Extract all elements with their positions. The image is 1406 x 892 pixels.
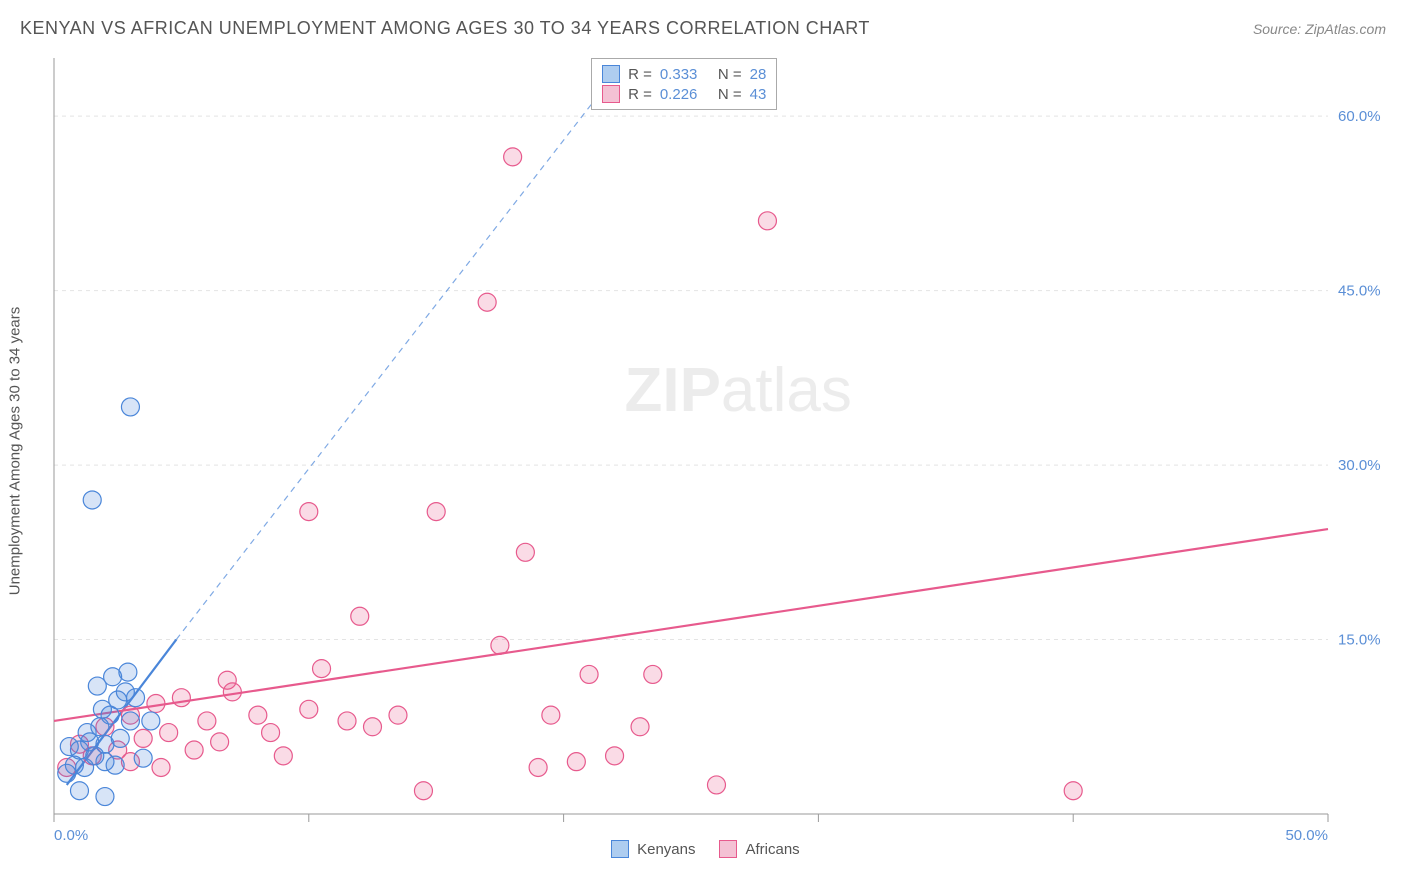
legend-item: Africans (719, 840, 799, 858)
legend-stat-row: R = 0.226 N = 43 (602, 85, 766, 103)
legend-swatch (602, 85, 620, 103)
y-axis-label: Unemployment Among Ages 30 to 34 years (7, 307, 24, 596)
legend-swatch (719, 840, 737, 858)
legend-item: Kenyans (611, 840, 695, 858)
source-credit: Source: ZipAtlas.com (1253, 21, 1386, 37)
legend-swatch (602, 65, 620, 83)
legend-swatch (611, 840, 629, 858)
chart-title: KENYAN VS AFRICAN UNEMPLOYMENT AMONG AGE… (20, 18, 870, 39)
svg-text:50.0%: 50.0% (1285, 827, 1328, 844)
correlation-legend: R = 0.333 N = 28 R = 0.226 N = 43 (591, 58, 777, 110)
svg-text:15.0%: 15.0% (1338, 632, 1381, 649)
svg-text:45.0%: 45.0% (1338, 283, 1381, 300)
chart-area: Unemployment Among Ages 30 to 34 years 1… (50, 50, 1386, 852)
legend-stat-row: R = 0.333 N = 28 (602, 65, 766, 83)
svg-text:0.0%: 0.0% (54, 827, 88, 844)
svg-text:60.0%: 60.0% (1338, 108, 1381, 125)
svg-text:30.0%: 30.0% (1338, 457, 1381, 474)
series-legend: Kenyans Africans (611, 840, 800, 858)
scatter-plot: 15.0% 30.0% 45.0% 60.0% 0.0% 50.0% (50, 50, 1386, 852)
